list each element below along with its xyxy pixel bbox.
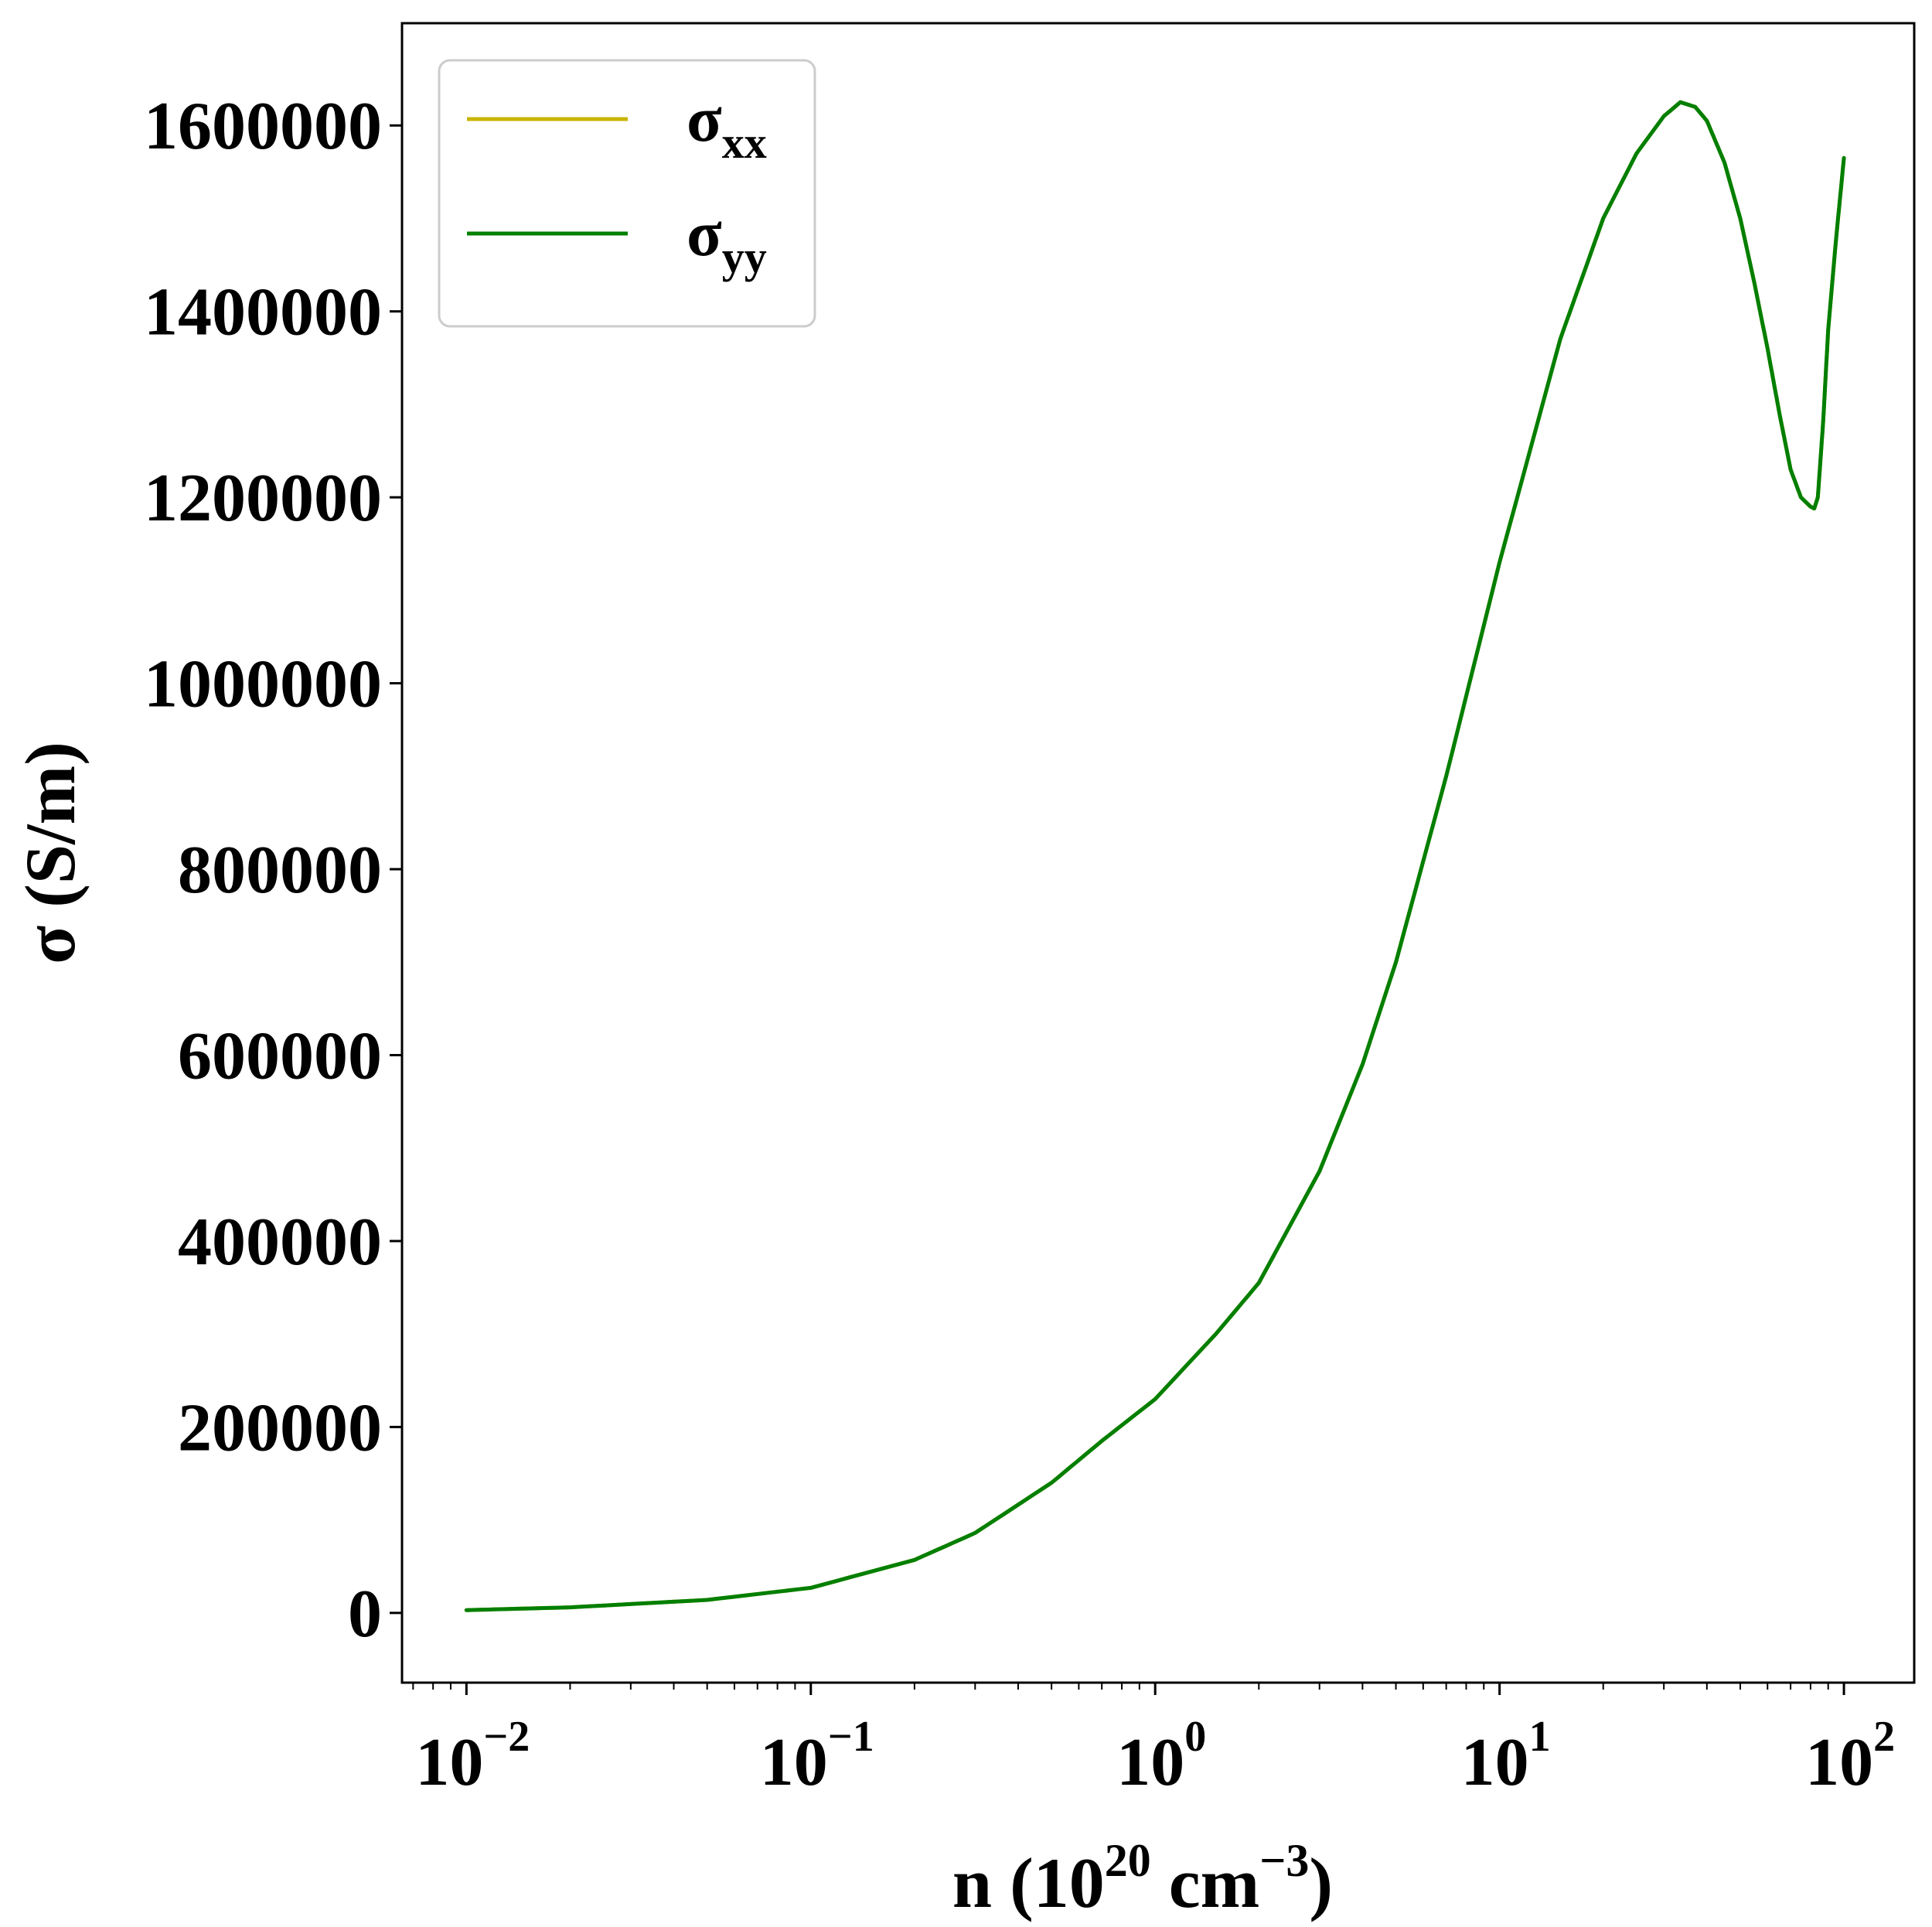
legend-label-sigma-xx: σxx — [687, 84, 767, 168]
legend-label-sigma-xx-sub: xx — [722, 118, 767, 168]
legend-label-sigma-yy: σyy — [687, 198, 767, 282]
y-tick-label: 0 — [348, 1577, 382, 1652]
x-tick-label-exponent: −2 — [483, 1713, 530, 1761]
axis-ticks — [390, 124, 1845, 1695]
x-tick-label-base: 10 — [1116, 1725, 1184, 1800]
x-axis-label-sup2: −3 — [1259, 1835, 1309, 1886]
x-axis-label-sup1: 20 — [1105, 1835, 1151, 1886]
x-tick-label-base: 10 — [760, 1725, 828, 1800]
y-tick-label: 1400000 — [144, 275, 382, 350]
x-tick-label-base: 10 — [1461, 1725, 1529, 1800]
x-axis-label-middle: cm — [1151, 1843, 1259, 1922]
tick-labels: 0 200000 400000 600000 800000 1000000 1200000 1… — [144, 89, 1895, 1800]
plot-frame — [400, 22, 1916, 1684]
x-tick-label-base: 10 — [415, 1725, 483, 1800]
x-tick-label-base: 10 — [1805, 1725, 1873, 1800]
y-tick-label: 1600000 — [144, 89, 382, 164]
legend-label-sigma-xx-name: σ — [687, 84, 722, 155]
x-tick-label-exponent: 0 — [1184, 1713, 1206, 1761]
y-tick-label: 1200000 — [144, 461, 382, 536]
legend-label-sigma-yy-name: σ — [687, 198, 722, 270]
x-tick-label: 10−2 — [415, 1713, 530, 1800]
y-tick-label: 200000 — [178, 1390, 382, 1465]
series-line-sigma-yy — [464, 100, 1846, 1612]
x-tick-label-exponent: −1 — [828, 1713, 874, 1761]
legend-label-sigma-yy-sub: yy — [722, 232, 767, 282]
x-tick-label: 100 — [1116, 1713, 1206, 1800]
series-layer — [464, 100, 1846, 1612]
x-tick-label-exponent: 1 — [1529, 1713, 1551, 1761]
y-tick-label: 800000 — [178, 833, 382, 908]
legend-box — [438, 59, 816, 328]
legend: σxx σyy — [438, 59, 816, 328]
y-tick-label: 600000 — [178, 1018, 382, 1093]
x-tick-label: 101 — [1461, 1713, 1551, 1800]
y-tick-label: 1000000 — [144, 647, 382, 722]
series-line-sigma-xx — [464, 100, 1846, 1612]
x-tick-label: 102 — [1805, 1713, 1895, 1800]
y-axis-label: σ (S/m) — [11, 742, 90, 964]
y-tick-label: 400000 — [178, 1205, 382, 1280]
x-axis-label-suffix: ) — [1309, 1843, 1333, 1922]
x-axis-label: n (1020 cm−3) — [952, 1835, 1333, 1922]
x-axis-label-prefix: n (10 — [952, 1843, 1105, 1922]
x-tick-label-exponent: 2 — [1873, 1713, 1895, 1761]
x-tick-label: 10−1 — [760, 1713, 874, 1800]
